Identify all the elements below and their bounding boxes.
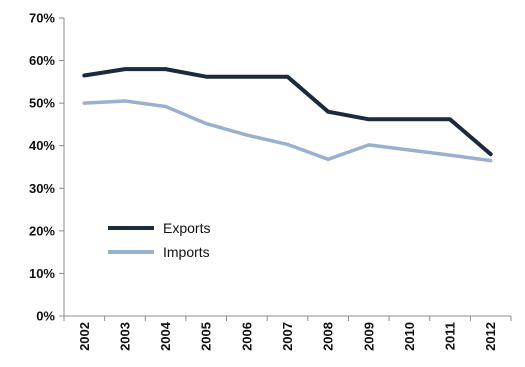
series-line-exports (82, 67, 493, 157)
y-tick-labels: 0% 10% 20% 30% 40% 50% 60% 70% (29, 11, 55, 324)
x-tick-label: 2012 (483, 322, 498, 351)
legend-label-exports: Exports (163, 220, 210, 236)
y-tick-label: 70% (29, 11, 55, 26)
x-tick-label: 2006 (239, 322, 254, 351)
x-tick-labels: 2002 2003 2004 2005 2006 2007 2008 2009 2010 2011… (77, 321, 498, 351)
y-tick-label: 50% (29, 96, 55, 111)
x-tick-label: 2010 (402, 322, 417, 351)
y-tick-label: 0% (36, 309, 55, 324)
x-tick-label: 2008 (321, 322, 336, 351)
y-tick-label: 20% (29, 223, 55, 238)
series-line-imports (82, 99, 493, 163)
legend: Exports Imports (108, 220, 210, 260)
x-tick-label: 2002 (77, 322, 92, 351)
y-tick-label: 40% (29, 138, 55, 153)
x-tick-label: 2005 (199, 322, 214, 351)
x-tick-label: 2007 (280, 322, 295, 351)
x-tick-label: 2011 (443, 322, 458, 350)
y-tick-label: 30% (29, 181, 55, 196)
x-tick-label: 2003 (117, 322, 132, 351)
x-tick-label: 2004 (158, 321, 173, 351)
y-tick-label: 60% (29, 53, 55, 68)
x-tick-label: 2009 (361, 322, 376, 351)
y-tick-label: 10% (29, 266, 55, 281)
series-lines (82, 67, 493, 163)
legend-label-imports: Imports (163, 244, 210, 260)
chart-axes (59, 17, 512, 321)
